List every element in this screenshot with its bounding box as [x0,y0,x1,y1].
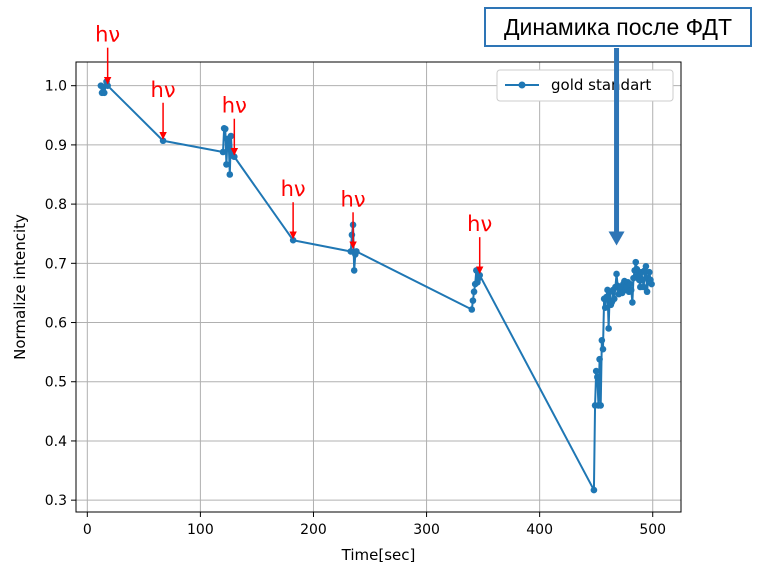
ticks: 0 100 200 300 400 500 0.3 0.4 0.5 0.6 0.7 0.8 0.9 1.0 [45,79,666,538]
x-tick-label: 300 [413,522,440,538]
data-point [642,262,650,270]
data-point [598,336,606,344]
legend: gold standart [496,69,674,102]
y-tick-label: 0.6 [45,316,67,332]
data-point [648,280,655,288]
data-point [627,286,635,294]
x-tick-label: 500 [639,522,666,538]
y-tick-label: 0.5 [45,375,67,391]
data-point [221,125,229,133]
data-point [640,283,647,291]
legend-entry: gold standart [551,76,651,94]
y-tick-label: 0.7 [45,256,67,272]
hv-label: hν [341,187,366,211]
data-point [100,89,108,97]
y-tick-label: 0.8 [45,197,67,213]
data-point [599,345,607,353]
y-tick-label: 0.4 [45,434,67,450]
annotations: hν hν hν hν hν hν [95,23,492,274]
data-point [603,293,610,301]
y-tick-label: 0.3 [45,493,67,509]
data-point [613,270,620,278]
data-point [468,306,476,313]
data-point [632,258,640,266]
data-point [470,288,478,296]
hv-label: hν [467,212,492,236]
x-axis-label: Time[sec] [341,546,416,564]
data-point [469,297,477,304]
callout-arrow-head [608,231,625,246]
data-point [629,299,636,306]
data-point [646,268,653,276]
callout-arrow [608,48,625,246]
data-point [223,161,230,168]
data-point [596,355,603,363]
hv-label: hν [281,177,306,201]
data-point [225,138,232,146]
data-point [610,295,618,303]
y-axis-label: Normalize intencity [11,214,29,360]
series-layer [97,78,655,494]
data-point [601,304,609,312]
y-tick-label: 0.9 [45,138,67,154]
data-point [643,288,651,296]
data-point [597,402,605,409]
x-tick-label: 200 [300,522,327,538]
callout-text: Динамика после ФДТ [503,13,733,40]
data-point [605,325,612,332]
data-point [626,280,634,288]
callout-box: Динамика после ФДТ [484,7,752,47]
data-point [639,276,646,284]
hv-label: hν [95,23,120,47]
x-tick-label: 400 [526,522,553,538]
data-point [353,248,360,255]
x-tick-label: 0 [83,522,92,538]
plot-frame [75,61,682,513]
x-tick-label: 100 [187,522,214,538]
data-point [592,367,600,375]
data-point [227,132,235,140]
hv-label: hν [222,94,247,118]
series-line [99,80,653,492]
data-point [594,373,601,381]
data-point [226,171,234,178]
legend-box [496,69,674,102]
data-point [590,486,598,494]
data-point [219,148,227,156]
legend-marker [518,81,526,89]
data-point [348,231,356,239]
grid [76,62,681,512]
y-tick-label: 1.0 [45,79,67,95]
hv-label: hν [151,78,176,102]
data-point [350,267,358,274]
